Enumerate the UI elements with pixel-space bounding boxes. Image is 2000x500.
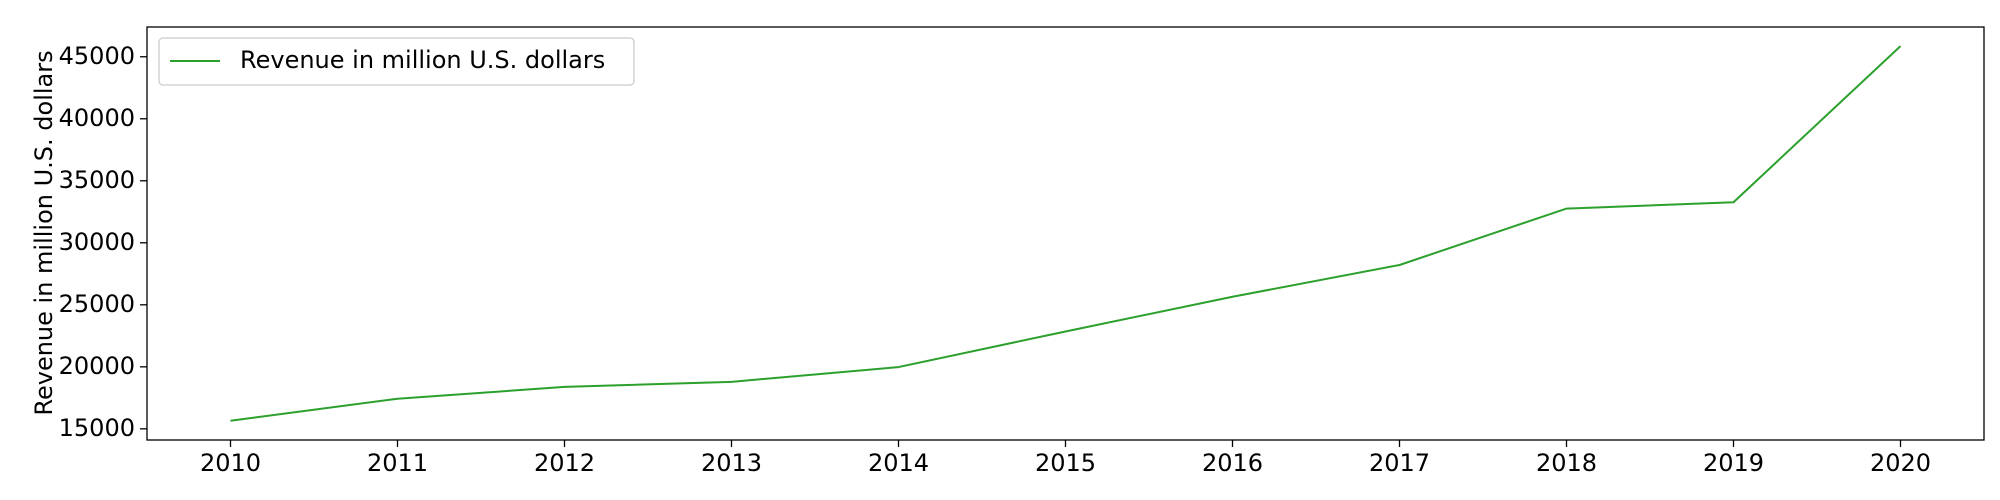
y-tick-label: 45000 (59, 42, 135, 70)
x-axis: 2010 2011 2012 2013 2014 2015 2016 2017 2018 2019… (200, 440, 1931, 477)
y-axis: 15000 20000 25000 30000 35000 40000 45000 (59, 42, 147, 442)
legend-box (158, 37, 635, 86)
series-line (230, 45, 1902, 422)
y-tick-label: 15000 (59, 414, 135, 442)
y-tick-label: 30000 (59, 228, 135, 256)
y-tick-label: 25000 (59, 290, 135, 318)
x-tick-label: 2010 (200, 449, 261, 477)
x-tick-label: 2020 (1870, 449, 1931, 477)
y-tick-label: 20000 (59, 352, 135, 380)
legend-label: Revenue in million U.S. dollars (240, 46, 605, 74)
y-tick-label: 35000 (59, 166, 135, 194)
x-tick-label: 2016 (1202, 449, 1263, 477)
x-tick-label: 2011 (367, 449, 428, 477)
plot-frame (146, 26, 1985, 441)
series-layer (230, 45, 1902, 422)
x-tick-label: 2012 (534, 449, 595, 477)
y-axis-label: Revenue in million U.S. dollars (30, 50, 58, 415)
x-tick-label: 2018 (1536, 449, 1597, 477)
legend: Revenue in million U.S. dollars (158, 37, 635, 86)
x-tick-label: 2015 (1035, 449, 1096, 477)
x-tick-label: 2013 (701, 449, 762, 477)
x-tick-label: 2014 (868, 449, 929, 477)
x-tick-label: 2019 (1703, 449, 1764, 477)
y-tick-label: 40000 (59, 104, 135, 132)
x-tick-label: 2017 (1369, 449, 1430, 477)
